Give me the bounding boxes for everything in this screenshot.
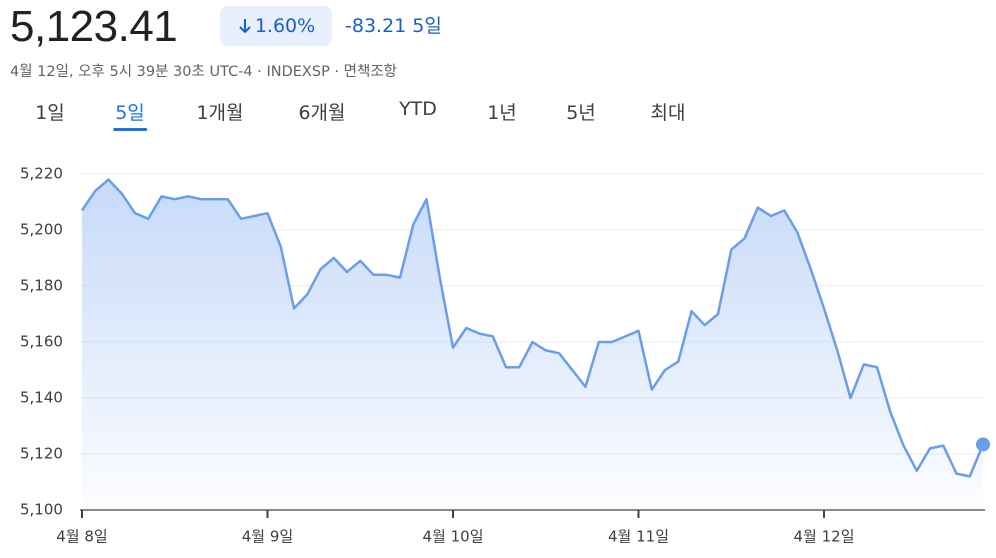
price: 5,123.41 — [10, 2, 178, 51]
range-tabs: 1일 5일 1개월 6개월 YTD 1년 5년 최대 — [0, 98, 996, 138]
range-tab[interactable]: 6개월 — [298, 102, 346, 124]
range-tab[interactable]: 1개월 — [196, 102, 244, 124]
range-tab[interactable]: 최대 — [650, 102, 686, 124]
range-tab[interactable]: 1년 — [487, 102, 517, 124]
down-arrow-icon — [239, 19, 251, 34]
change-percent: 1.60% — [254, 15, 316, 37]
y-tick-label: 5,180 — [20, 277, 63, 295]
y-tick-label: 5,100 — [20, 501, 63, 519]
x-tick-label: 4월 9일 — [242, 528, 293, 546]
y-tick-label: 5,220 — [20, 165, 63, 183]
x-tick-label: 4월 10일 — [423, 528, 484, 546]
range-tab[interactable]: 1일 — [35, 102, 65, 124]
line — [80, 178, 985, 478]
period: 5일 — [412, 15, 442, 37]
y-tick-label: 5,140 — [20, 389, 63, 407]
y-tick-label: 5,120 — [20, 445, 63, 463]
x-tick-label: 4월 12일 — [794, 528, 855, 546]
change-value: -83.21 — [345, 15, 407, 37]
change-badge: 1.60% — [220, 6, 332, 46]
last-point — [976, 437, 990, 452]
x-tick-label: 4월 8일 — [56, 528, 107, 546]
range-tab[interactable]: YTD — [399, 98, 437, 120]
area — [82, 179, 983, 510]
range-tab[interactable]: 5일 — [113, 98, 147, 131]
subtitle: 4월 12일, 오후 5시 39분 30초 UTC-4 · INDEXSP · … — [10, 64, 397, 80]
range-tab[interactable]: 5년 — [566, 102, 596, 124]
y-tick-label: 5,160 — [20, 333, 63, 351]
x-tick-label: 4월 11일 — [608, 528, 669, 546]
y-tick-label: 5,200 — [20, 221, 63, 239]
change: -83.21 5일 — [345, 11, 442, 38]
